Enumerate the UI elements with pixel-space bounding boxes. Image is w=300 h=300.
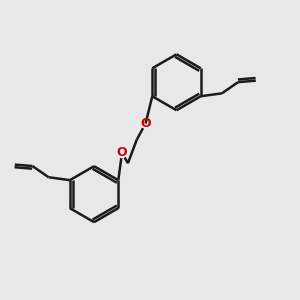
Text: O: O — [140, 117, 151, 130]
Text: O: O — [117, 146, 127, 159]
